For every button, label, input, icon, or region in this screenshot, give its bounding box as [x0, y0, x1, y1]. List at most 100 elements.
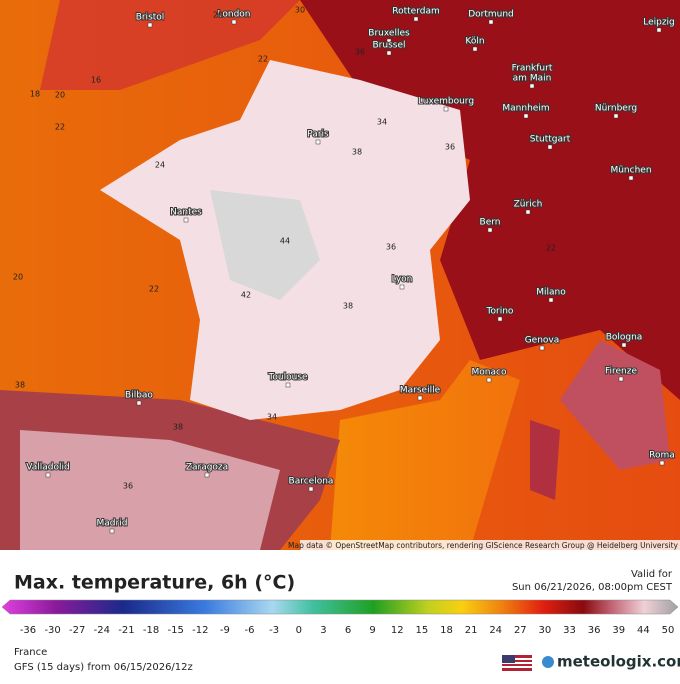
city-label: Paris — [307, 130, 329, 140]
colorbar-tick-label: -3 — [269, 625, 279, 636]
city-marker — [183, 217, 189, 223]
colorbar-tick-label: -30 — [44, 625, 60, 636]
city-label: Firenze — [605, 367, 637, 377]
colorbar-tick-label: -15 — [168, 625, 184, 636]
colorbar-tick-label: 30 — [539, 625, 552, 636]
colorbar-tick-label: -18 — [143, 625, 159, 636]
city-label: Brussel — [373, 41, 406, 51]
city-label: Luxembourg — [418, 97, 474, 107]
city-label: Roma — [649, 451, 675, 461]
colorbar-tick-label: 44 — [637, 625, 650, 636]
city-label: Bilbao — [125, 391, 153, 401]
brand[interactable]: meteologix.com — [557, 653, 680, 671]
colorbar-tick-label: 50 — [662, 625, 675, 636]
city-label: am Main — [513, 74, 552, 84]
colorbar-tick-label: -12 — [192, 625, 208, 636]
colorbar-tick-label: -9 — [220, 625, 230, 636]
isotherm-label: 38 — [15, 381, 25, 390]
city-label: Toulouse — [267, 373, 308, 383]
colorbar-tick-label: -27 — [69, 625, 85, 636]
isotherm-label: 34 — [267, 413, 277, 422]
city-marker — [109, 528, 115, 534]
colorbar-tick-label: -24 — [94, 625, 110, 636]
colorbar-tick-label: 39 — [612, 625, 625, 636]
city-label: Madrid — [97, 519, 128, 529]
city-marker — [413, 16, 419, 22]
city-label: Monaco — [472, 368, 507, 378]
city-label: London — [218, 10, 251, 20]
city-marker — [308, 486, 314, 492]
map — [0, 0, 680, 550]
city-marker — [486, 377, 492, 383]
city-marker — [529, 73, 535, 79]
city-marker — [417, 395, 423, 401]
colorbar-tick-label: 15 — [415, 625, 428, 636]
city-marker — [147, 22, 153, 28]
colorbar-tick-label: -21 — [118, 625, 134, 636]
city-marker — [285, 382, 291, 388]
isotherm-label: 38 — [173, 423, 183, 432]
city-marker — [613, 113, 619, 119]
city-marker — [497, 316, 503, 322]
colorbar-tick-label: 9 — [369, 625, 375, 636]
city-marker — [204, 472, 210, 478]
city-label: Zaragoza — [186, 463, 228, 473]
city-marker — [472, 46, 478, 52]
colorbar-tick-label: 18 — [440, 625, 453, 636]
city-marker — [656, 27, 662, 33]
city-label: Nürnberg — [595, 104, 637, 114]
colorbar-tick-label: 36 — [588, 625, 601, 636]
isotherm-label: 18 — [30, 90, 40, 99]
colorbar-tick-label: -36 — [20, 625, 36, 636]
colorbar-tick-label: 3 — [320, 625, 326, 636]
city-marker — [628, 175, 634, 181]
city-label: Dortmund — [468, 10, 514, 20]
city-label: Barcelona — [289, 477, 334, 487]
valid-time: Sun 06/21/2026, 08:00pm CEST — [512, 582, 673, 593]
city-label: Leipzig — [643, 18, 675, 28]
city-marker — [488, 19, 494, 25]
isotherm-label: 20 — [55, 91, 65, 100]
city-label: Torino — [486, 307, 514, 317]
isotherm-label: 30 — [295, 6, 305, 15]
city-marker — [487, 227, 493, 233]
attribution: Map data © OpenStreetMap contributors, r… — [288, 541, 679, 550]
colorbar-tick-label: 21 — [465, 625, 478, 636]
city-marker — [525, 209, 531, 215]
isotherm-label: 22 — [149, 285, 159, 294]
city-label: Lyon — [392, 275, 413, 285]
city-marker — [386, 38, 392, 44]
city-label: Bologna — [606, 333, 643, 343]
city-label: Rotterdam — [392, 7, 440, 17]
colorbar-tick-label: 6 — [345, 625, 351, 636]
isotherm-label: 24 — [155, 161, 165, 170]
brand-logo — [542, 656, 554, 668]
flag-icon[interactable] — [502, 655, 532, 671]
city-label: Köln — [465, 37, 484, 47]
region: France — [14, 647, 47, 658]
colorbar — [1, 599, 679, 615]
isotherm-label: 42 — [241, 291, 251, 300]
isotherm-label: 36 — [355, 48, 365, 57]
city-marker — [529, 83, 535, 89]
city-marker — [45, 472, 51, 478]
city-marker — [315, 139, 321, 145]
city-marker — [621, 342, 627, 348]
city-label: Frankfurt — [512, 64, 553, 74]
city-marker — [399, 284, 405, 290]
isotherm-label: 34 — [377, 118, 387, 127]
colorbar-tick-label: 24 — [489, 625, 502, 636]
isotherm-label: 36 — [445, 143, 455, 152]
city-label: Genova — [525, 336, 560, 346]
isotherm-label: 22 — [258, 55, 268, 64]
isotherm-label: 16 — [91, 76, 101, 85]
isotherm-label: 36 — [386, 243, 396, 252]
city-marker — [523, 113, 529, 119]
city-marker — [386, 50, 392, 56]
city-marker — [618, 376, 624, 382]
city-label: Mannheim — [502, 104, 549, 114]
isotherm-label: 20 — [13, 273, 23, 282]
colorbar-tick-label: 12 — [391, 625, 404, 636]
